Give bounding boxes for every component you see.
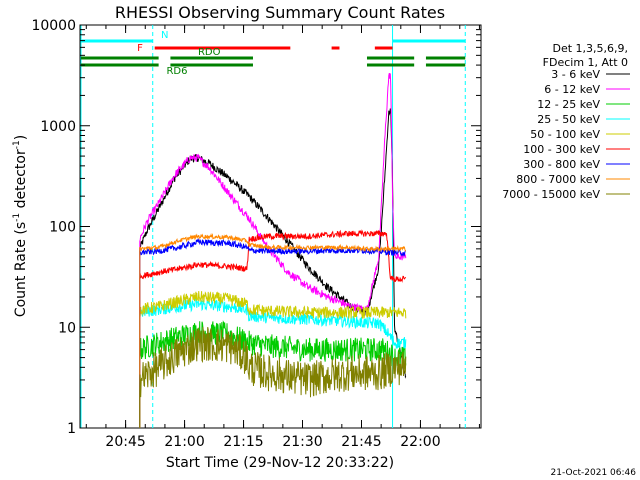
legend-entry-label-1: 6 - 12 keV: [544, 83, 600, 96]
legend-entry-label-4: 50 - 100 keV: [530, 128, 600, 141]
axes: 20:45 21:00 21:15 21:30 21:45 22:00 1 10 100 1000…: [31, 18, 481, 450]
y-tick-label-2: 100: [49, 220, 76, 236]
flag-bars: N F RDO RD6: [81, 30, 466, 77]
series-line-5: [139, 229, 407, 428]
flag-label-0: N: [161, 30, 168, 41]
legend: Det 1,3,5,6,9,FDecim 1, Att 03 - 6 keV 6 …: [502, 42, 630, 201]
series-line-7: [139, 232, 407, 428]
legend-entry-label-8: 7000 - 15000 keV: [502, 188, 600, 201]
x-axis-label: Start Time (29-Nov-12 20:33:22): [166, 455, 394, 471]
y-label-end: ): [13, 135, 29, 140]
series-line-4: [139, 291, 407, 428]
flag-label-2: RDO: [198, 47, 221, 58]
series-group: [139, 72, 407, 428]
y-label-mid: detector: [13, 149, 29, 213]
legend-entry-label-2: 12 - 25 keV: [537, 98, 600, 111]
legend-header-0: Det 1,3,5,6,9,: [552, 42, 628, 55]
legend-entry-label-6: 300 - 800 keV: [523, 158, 600, 171]
y-label-exp1: -1: [12, 213, 22, 222]
y-label-main: Count Rate (s: [13, 222, 29, 317]
footer-date: 21-Oct-2021 06:46: [551, 468, 637, 478]
flag-label-3: RD6: [166, 66, 187, 77]
x-tick-label-5: 22:00: [400, 434, 440, 450]
y-label-exp2: -1: [12, 140, 22, 149]
series-line-8: [139, 326, 407, 428]
y-tick-label-1: 10: [58, 320, 76, 336]
y-tick-label-3: 1000: [40, 119, 76, 135]
legend-entry-label-3: 25 - 50 keV: [537, 113, 600, 126]
chart-title: RHESSI Observing Summary Count Rates: [115, 3, 445, 22]
x-tick-label-4: 21:45: [341, 434, 381, 450]
y-axis-label: Count Rate (s-1 detector-1): [12, 135, 29, 317]
legend-header-1: FDecim 1, Att 0: [543, 56, 628, 69]
flag-label-1: F: [137, 43, 143, 54]
legend-entry-label-0: 3 - 6 keV: [551, 68, 600, 81]
legend-entry-label-5: 100 - 300 keV: [523, 143, 600, 156]
x-tick-label-0: 20:45: [105, 434, 145, 450]
y-tick-label-0: 1: [67, 421, 76, 437]
series-line-2: [139, 320, 407, 428]
y-tick-label-4: 10000: [31, 18, 76, 34]
x-tick-label-1: 21:00: [164, 434, 204, 450]
x-tick-label-3: 21:30: [282, 434, 322, 450]
x-tick-label-2: 21:15: [223, 434, 263, 450]
legend-entry-label-7: 800 - 7000 keV: [516, 173, 600, 186]
